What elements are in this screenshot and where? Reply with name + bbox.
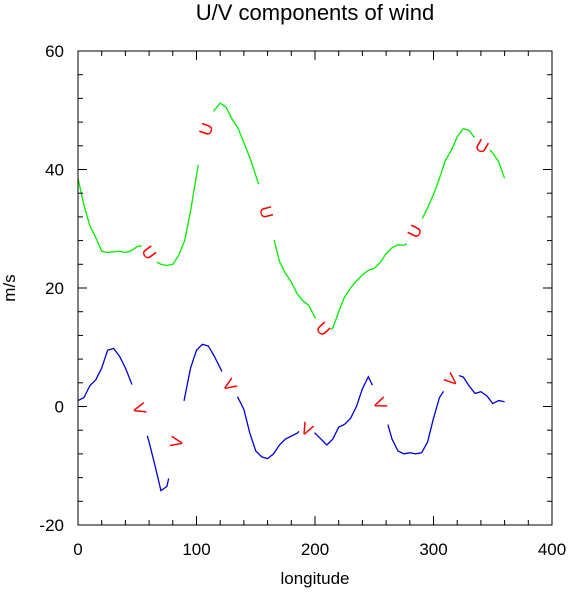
series-line-u	[273, 239, 317, 319]
y-tick-label: -20	[39, 516, 64, 535]
series-line-label-u: U	[195, 120, 217, 138]
y-tick-label: 0	[55, 398, 64, 417]
x-tick-label: 200	[301, 540, 329, 559]
series-line-label-u: U	[404, 222, 427, 242]
x-tick-label: 300	[419, 540, 447, 559]
series-line-label-v: V	[128, 401, 150, 418]
series-line-v	[236, 396, 300, 460]
series-line-label-u: U	[255, 204, 276, 221]
series-line-label-u: U	[472, 135, 492, 158]
series-line-v	[146, 435, 170, 492]
y-axis-label: m/s	[0, 274, 19, 301]
x-tick-label: 100	[182, 540, 210, 559]
chart-title: U/V components of wind	[196, 0, 434, 25]
series-line-v	[183, 343, 223, 401]
series-line-v	[387, 391, 445, 455]
series-line-label-v: V	[166, 434, 187, 449]
x-tick-label: 0	[73, 540, 82, 559]
series-line-label-v: V	[441, 369, 463, 391]
x-tick-label: 400	[538, 540, 566, 559]
series-line-label-v: V	[369, 395, 391, 413]
y-tick-label: 60	[45, 42, 64, 61]
series-line-u	[156, 164, 199, 267]
y-tick-label: 20	[45, 279, 64, 298]
series-line-label-v: V	[218, 375, 240, 396]
series-line-u	[489, 149, 506, 179]
series-line-label-v: V	[297, 418, 316, 440]
x-axis-label: longitude	[280, 569, 349, 588]
axes: 0 100 200 300 400 -20 0 20 40 60	[39, 42, 566, 559]
series-line-v	[458, 375, 505, 405]
series-line-label-u: U	[312, 318, 334, 340]
series-line-u	[77, 178, 142, 254]
y-tick-label: 40	[45, 161, 64, 180]
plot-frame	[77, 50, 553, 526]
series-line-v	[77, 347, 133, 402]
series-line-u	[330, 243, 408, 331]
series-line-u	[421, 127, 475, 219]
series-line-v	[314, 375, 374, 446]
series-line-u	[213, 102, 260, 185]
